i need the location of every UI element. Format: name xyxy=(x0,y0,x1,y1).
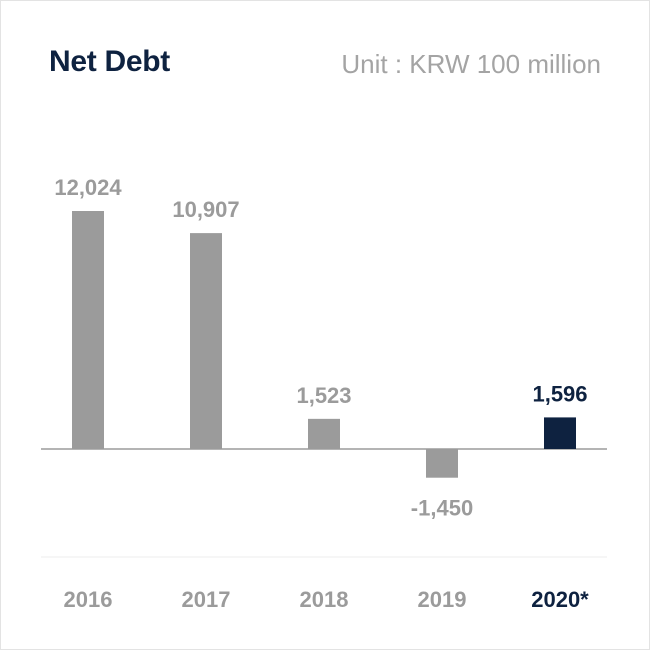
data-label: 12,024 xyxy=(54,175,122,200)
x-tick-label: 2019 xyxy=(418,587,467,612)
unit-label: Unit : KRW 100 million xyxy=(341,49,601,79)
x-tick-label: 2018 xyxy=(300,587,349,612)
data-label: 1,523 xyxy=(296,383,351,408)
x-tick-label: 2017 xyxy=(182,587,231,612)
data-label: -1,450 xyxy=(411,496,473,521)
x-tick-label: 2016 xyxy=(64,587,113,612)
data-label: 10,907 xyxy=(172,197,239,222)
bar xyxy=(190,233,222,449)
x-tick-label: 2020* xyxy=(531,587,589,612)
data-label: 1,596 xyxy=(532,381,587,406)
bar xyxy=(308,418,340,449)
bar xyxy=(544,417,576,449)
bar xyxy=(426,449,458,478)
chart-title: Net Debt xyxy=(49,45,170,78)
bar xyxy=(72,211,104,449)
